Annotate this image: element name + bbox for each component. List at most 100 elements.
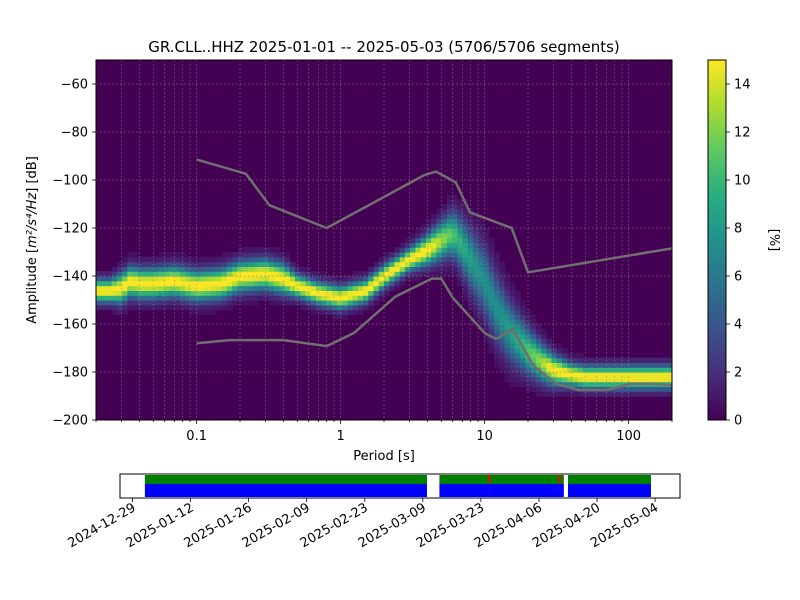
heatmap-cell	[420, 237, 427, 243]
heatmap-cell	[274, 252, 280, 258]
heatmap-cell	[373, 266, 380, 272]
heatmap-cell	[473, 266, 479, 272]
heatmap-cell	[226, 266, 233, 272]
heatmap-cell	[436, 261, 443, 267]
heatmap-cell	[268, 271, 275, 277]
heatmap-cell	[127, 252, 134, 258]
heatmap-cell	[619, 391, 626, 397]
heatmap-cell	[158, 271, 165, 277]
heatmap-cell	[148, 276, 155, 282]
heatmap-cell	[389, 266, 396, 272]
heatmap-cell	[357, 271, 364, 277]
heatmap-cell	[603, 357, 610, 363]
heatmap-cell	[446, 218, 453, 224]
heatmap-cell	[541, 367, 547, 373]
heatmap-cell	[514, 367, 521, 373]
heatmap-cell	[535, 333, 542, 339]
heatmap-cell	[520, 309, 526, 315]
heatmap-cell	[242, 280, 249, 287]
heatmap-cell	[310, 285, 317, 291]
heatmap-cell	[169, 304, 176, 311]
heatmap-cell	[284, 285, 291, 291]
heatmap-cell	[226, 290, 233, 296]
heatmap-cell	[546, 348, 553, 354]
heatmap-cell	[132, 266, 139, 272]
heatmap-cell	[483, 237, 490, 243]
heatmap-cell	[268, 290, 275, 296]
heatmap-cell	[504, 362, 511, 368]
heatmap-cell	[462, 228, 469, 234]
heatmap-cell	[153, 261, 160, 267]
heatmap-cell	[211, 309, 218, 315]
heatmap-cell	[651, 357, 657, 363]
heatmap-cell	[195, 276, 202, 282]
heatmap-cell	[446, 228, 453, 234]
heatmap-cell	[394, 285, 401, 291]
heatmap-cell	[394, 256, 401, 263]
colorbar-tick-label: 6	[734, 270, 742, 285]
heatmap-cell	[619, 372, 626, 378]
heatmap-cell	[310, 276, 317, 282]
heatmap-cell	[478, 285, 485, 291]
heatmap-cell	[572, 357, 579, 363]
heatmap-cell	[336, 290, 343, 296]
heatmap-cell	[232, 271, 238, 277]
heatmap-cell	[598, 357, 605, 363]
heatmap-cell	[253, 300, 259, 306]
heatmap-cell	[661, 376, 668, 383]
heatmap-cell	[352, 300, 359, 306]
heatmap-cell	[127, 280, 134, 287]
heatmap-cell	[185, 290, 191, 296]
heatmap-cell	[242, 261, 249, 267]
heatmap-cell	[431, 237, 437, 243]
heatmap-cell	[404, 271, 411, 277]
heatmap-cell	[520, 362, 526, 368]
heatmap-cell	[441, 204, 448, 210]
heatmap-cell	[310, 290, 317, 296]
heatmap-cell	[305, 280, 312, 287]
heatmap-cell	[294, 295, 301, 301]
heatmap-cell	[190, 300, 197, 306]
heatmap-cell	[216, 271, 223, 277]
heatmap-cell	[452, 271, 458, 277]
heatmap-cell	[368, 285, 375, 291]
heatmap-cell	[378, 276, 385, 282]
heatmap-cell	[232, 266, 238, 272]
heatmap-cell	[352, 295, 359, 301]
heatmap-cell	[143, 280, 149, 287]
heatmap-cell	[216, 261, 223, 267]
heatmap-cell	[541, 386, 547, 392]
heatmap-cell	[666, 362, 672, 368]
heatmap-cell	[253, 247, 259, 253]
heatmap-cell	[499, 367, 506, 373]
heatmap-cell	[205, 295, 212, 301]
heatmap-cell	[473, 280, 479, 287]
x-axis-label: Period [s]	[353, 449, 415, 464]
heatmap-cell	[588, 357, 595, 363]
heatmap-cell	[488, 271, 495, 277]
heatmap-cell	[551, 362, 558, 368]
heatmap-cell	[268, 247, 275, 253]
heatmap-cell	[279, 256, 286, 263]
heatmap-cell	[483, 309, 490, 315]
heatmap-cell	[274, 271, 280, 277]
heatmap-cell	[226, 271, 233, 277]
heatmap-cell	[488, 261, 495, 267]
heatmap-cell	[153, 280, 160, 287]
heatmap-cell	[504, 348, 511, 354]
heatmap-cell	[509, 381, 516, 387]
heatmap-cell	[101, 271, 108, 277]
heatmap-cell	[473, 223, 479, 229]
heatmap-cell	[321, 290, 327, 296]
heatmap-cell	[614, 391, 621, 397]
heatmap-cell	[247, 285, 254, 291]
heatmap-cell	[609, 391, 615, 397]
heatmap-cell	[446, 208, 453, 215]
heatmap-cell	[284, 261, 291, 267]
heatmap-cell	[483, 314, 490, 320]
heatmap-cell	[279, 266, 286, 272]
heatmap-cell	[132, 295, 139, 301]
heatmap-cell	[645, 367, 652, 373]
heatmap-cell	[446, 256, 453, 263]
heatmap-cell	[221, 290, 228, 296]
